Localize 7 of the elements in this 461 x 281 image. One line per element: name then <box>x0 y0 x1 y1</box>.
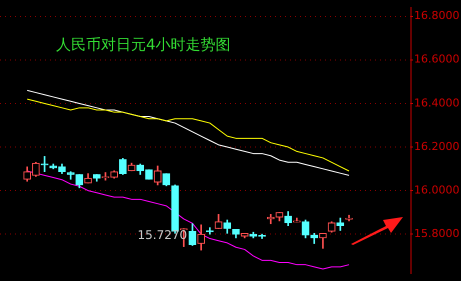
y-tick-label: 15.8000 <box>414 227 460 240</box>
y-tick-label: 16.0000 <box>414 183 460 196</box>
y-tick-label: 16.8000 <box>414 9 460 22</box>
y-tick-label: 16.4000 <box>414 96 460 110</box>
y-tick-label: 16.2000 <box>414 140 460 153</box>
text: 人民币对日元4小时走势图 <box>56 35 231 54</box>
y-tick-label: 16.6000 <box>414 52 460 66</box>
